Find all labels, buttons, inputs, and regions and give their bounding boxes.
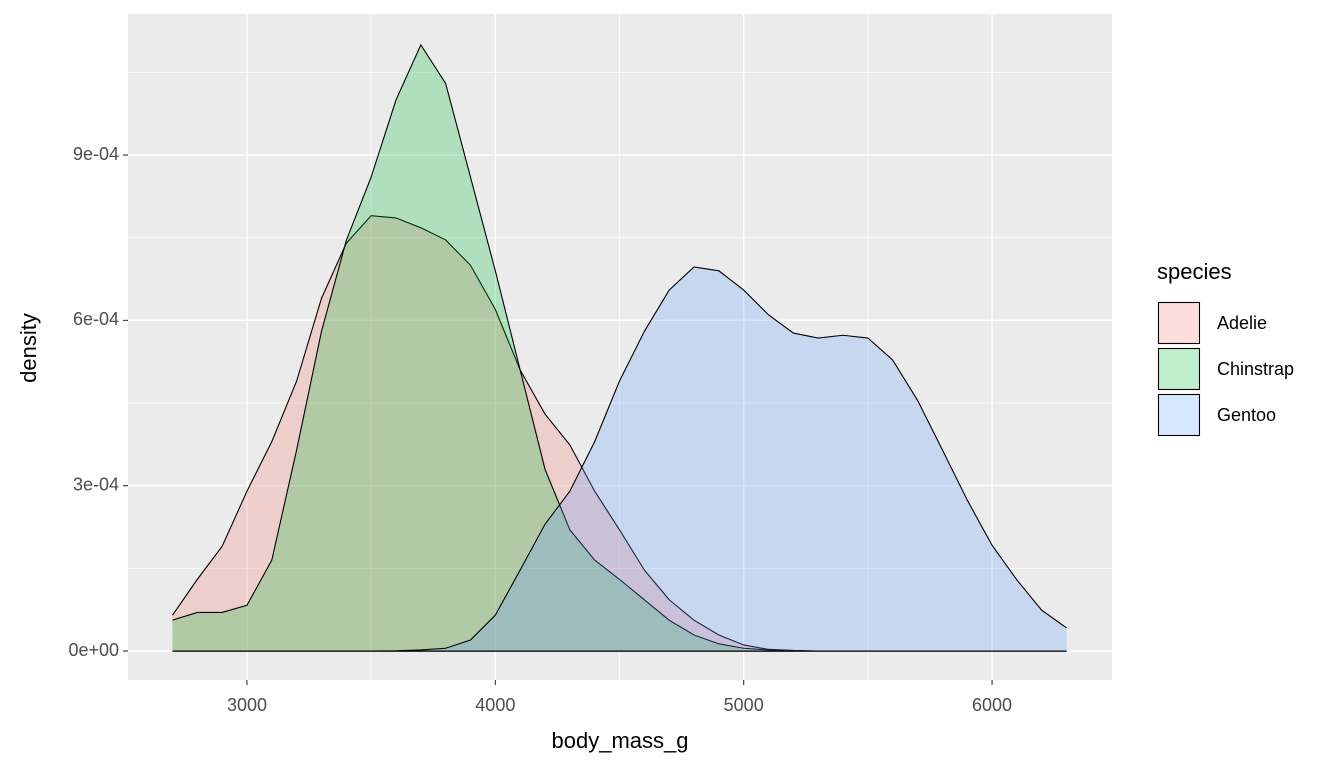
x-tick-label: 6000 — [972, 695, 1012, 715]
legend-key-bg — [1158, 348, 1200, 390]
panel — [128, 14, 1112, 680]
legend-key — [1157, 393, 1201, 437]
legend-key-bg — [1158, 302, 1200, 344]
y-tick-label: 3e-04 — [73, 474, 119, 494]
x-axis-title: body_mass_g — [552, 728, 689, 753]
legend-key-bg — [1158, 394, 1200, 436]
density-area — [172, 44, 1067, 652]
x-tick-label: 5000 — [724, 695, 764, 715]
density-area — [172, 215, 1067, 652]
legend-label: Adelie — [1217, 313, 1267, 333]
y-axis-title: density — [16, 313, 41, 383]
density-area — [172, 266, 1067, 652]
legend-title: species — [1157, 259, 1232, 284]
y-tick-label: 0e+00 — [68, 640, 119, 660]
y-tick-label: 9e-04 — [73, 144, 119, 164]
legend-label: Gentoo — [1217, 405, 1276, 425]
x-tick-label: 4000 — [475, 695, 515, 715]
legend-key — [1157, 301, 1201, 345]
legend-label: Chinstrap — [1217, 359, 1294, 379]
x-tick-label: 3000 — [227, 695, 267, 715]
y-tick-label: 6e-04 — [73, 309, 119, 329]
legend-key — [1157, 347, 1201, 391]
